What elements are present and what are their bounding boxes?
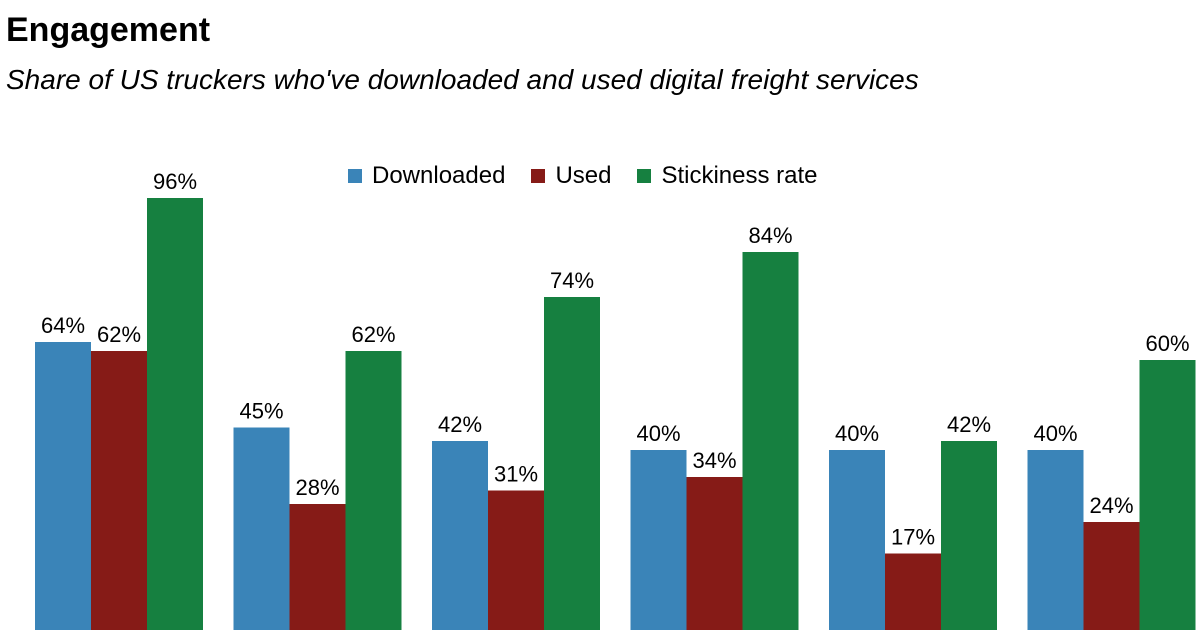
bar-used-3 xyxy=(488,490,544,630)
bar-used-1 xyxy=(91,351,147,630)
legend-item-stickiness-rate: Stickiness rate xyxy=(637,162,818,190)
chart-subtitle: Share of US truckers who've downloaded a… xyxy=(6,64,919,95)
bar-stickiness-rate-3 xyxy=(544,297,600,630)
data-label-stickiness-rate-3: 74% xyxy=(550,268,594,293)
data-label-used-1: 62% xyxy=(97,322,141,347)
legend-item-downloaded: Downloaded xyxy=(348,162,505,190)
legend-label-used: Used xyxy=(555,162,612,189)
data-label-used-4: 34% xyxy=(692,448,736,473)
data-label-used-3: 31% xyxy=(494,462,538,487)
data-label-downloaded-6: 40% xyxy=(1033,421,1077,446)
chart-legend: Downloaded Used Stickiness rate xyxy=(348,156,818,196)
data-label-downloaded-5: 40% xyxy=(835,421,879,446)
data-label-stickiness-rate-4: 84% xyxy=(748,223,792,248)
bar-stickiness-rate-5 xyxy=(941,441,997,630)
legend-swatch-stickiness-rate xyxy=(637,169,652,183)
bar-used-6 xyxy=(1083,522,1140,630)
bar-stickiness-rate-4 xyxy=(742,252,799,630)
data-label-downloaded-2: 45% xyxy=(239,399,283,424)
bar-used-2 xyxy=(289,504,346,630)
data-label-used-6: 24% xyxy=(1089,493,1133,518)
bar-downloaded-6 xyxy=(1027,450,1084,630)
data-label-stickiness-rate-6: 60% xyxy=(1145,331,1189,356)
data-label-stickiness-rate-2: 62% xyxy=(351,322,395,347)
data-label-downloaded-1: 64% xyxy=(41,313,85,338)
bar-downloaded-5 xyxy=(829,450,885,630)
data-label-downloaded-4: 40% xyxy=(636,421,680,446)
legend-swatch-used xyxy=(531,169,546,183)
data-label-used-2: 28% xyxy=(295,475,339,500)
data-label-downloaded-3: 42% xyxy=(438,412,482,437)
data-label-used-5: 17% xyxy=(891,525,935,550)
data-label-stickiness-rate-5: 42% xyxy=(947,412,991,437)
legend-item-used: Used xyxy=(531,162,611,190)
legend-swatch-downloaded xyxy=(348,169,362,183)
chart-title: Engagement xyxy=(6,11,211,49)
bar-used-4 xyxy=(686,477,743,630)
bar-used-5 xyxy=(885,553,941,630)
data-label-stickiness-rate-1: 96% xyxy=(153,169,197,194)
legend-label-downloaded: Downloaded xyxy=(372,162,506,189)
bar-downloaded-4 xyxy=(630,450,687,630)
bar-stickiness-rate-1 xyxy=(147,198,203,630)
bar-downloaded-3 xyxy=(432,441,488,630)
bar-stickiness-rate-2 xyxy=(345,351,402,630)
bar-downloaded-1 xyxy=(35,342,91,630)
bar-stickiness-rate-6 xyxy=(1139,360,1196,630)
bar-downloaded-2 xyxy=(233,427,290,630)
legend-label-stickiness-rate: Stickiness rate xyxy=(661,162,818,189)
